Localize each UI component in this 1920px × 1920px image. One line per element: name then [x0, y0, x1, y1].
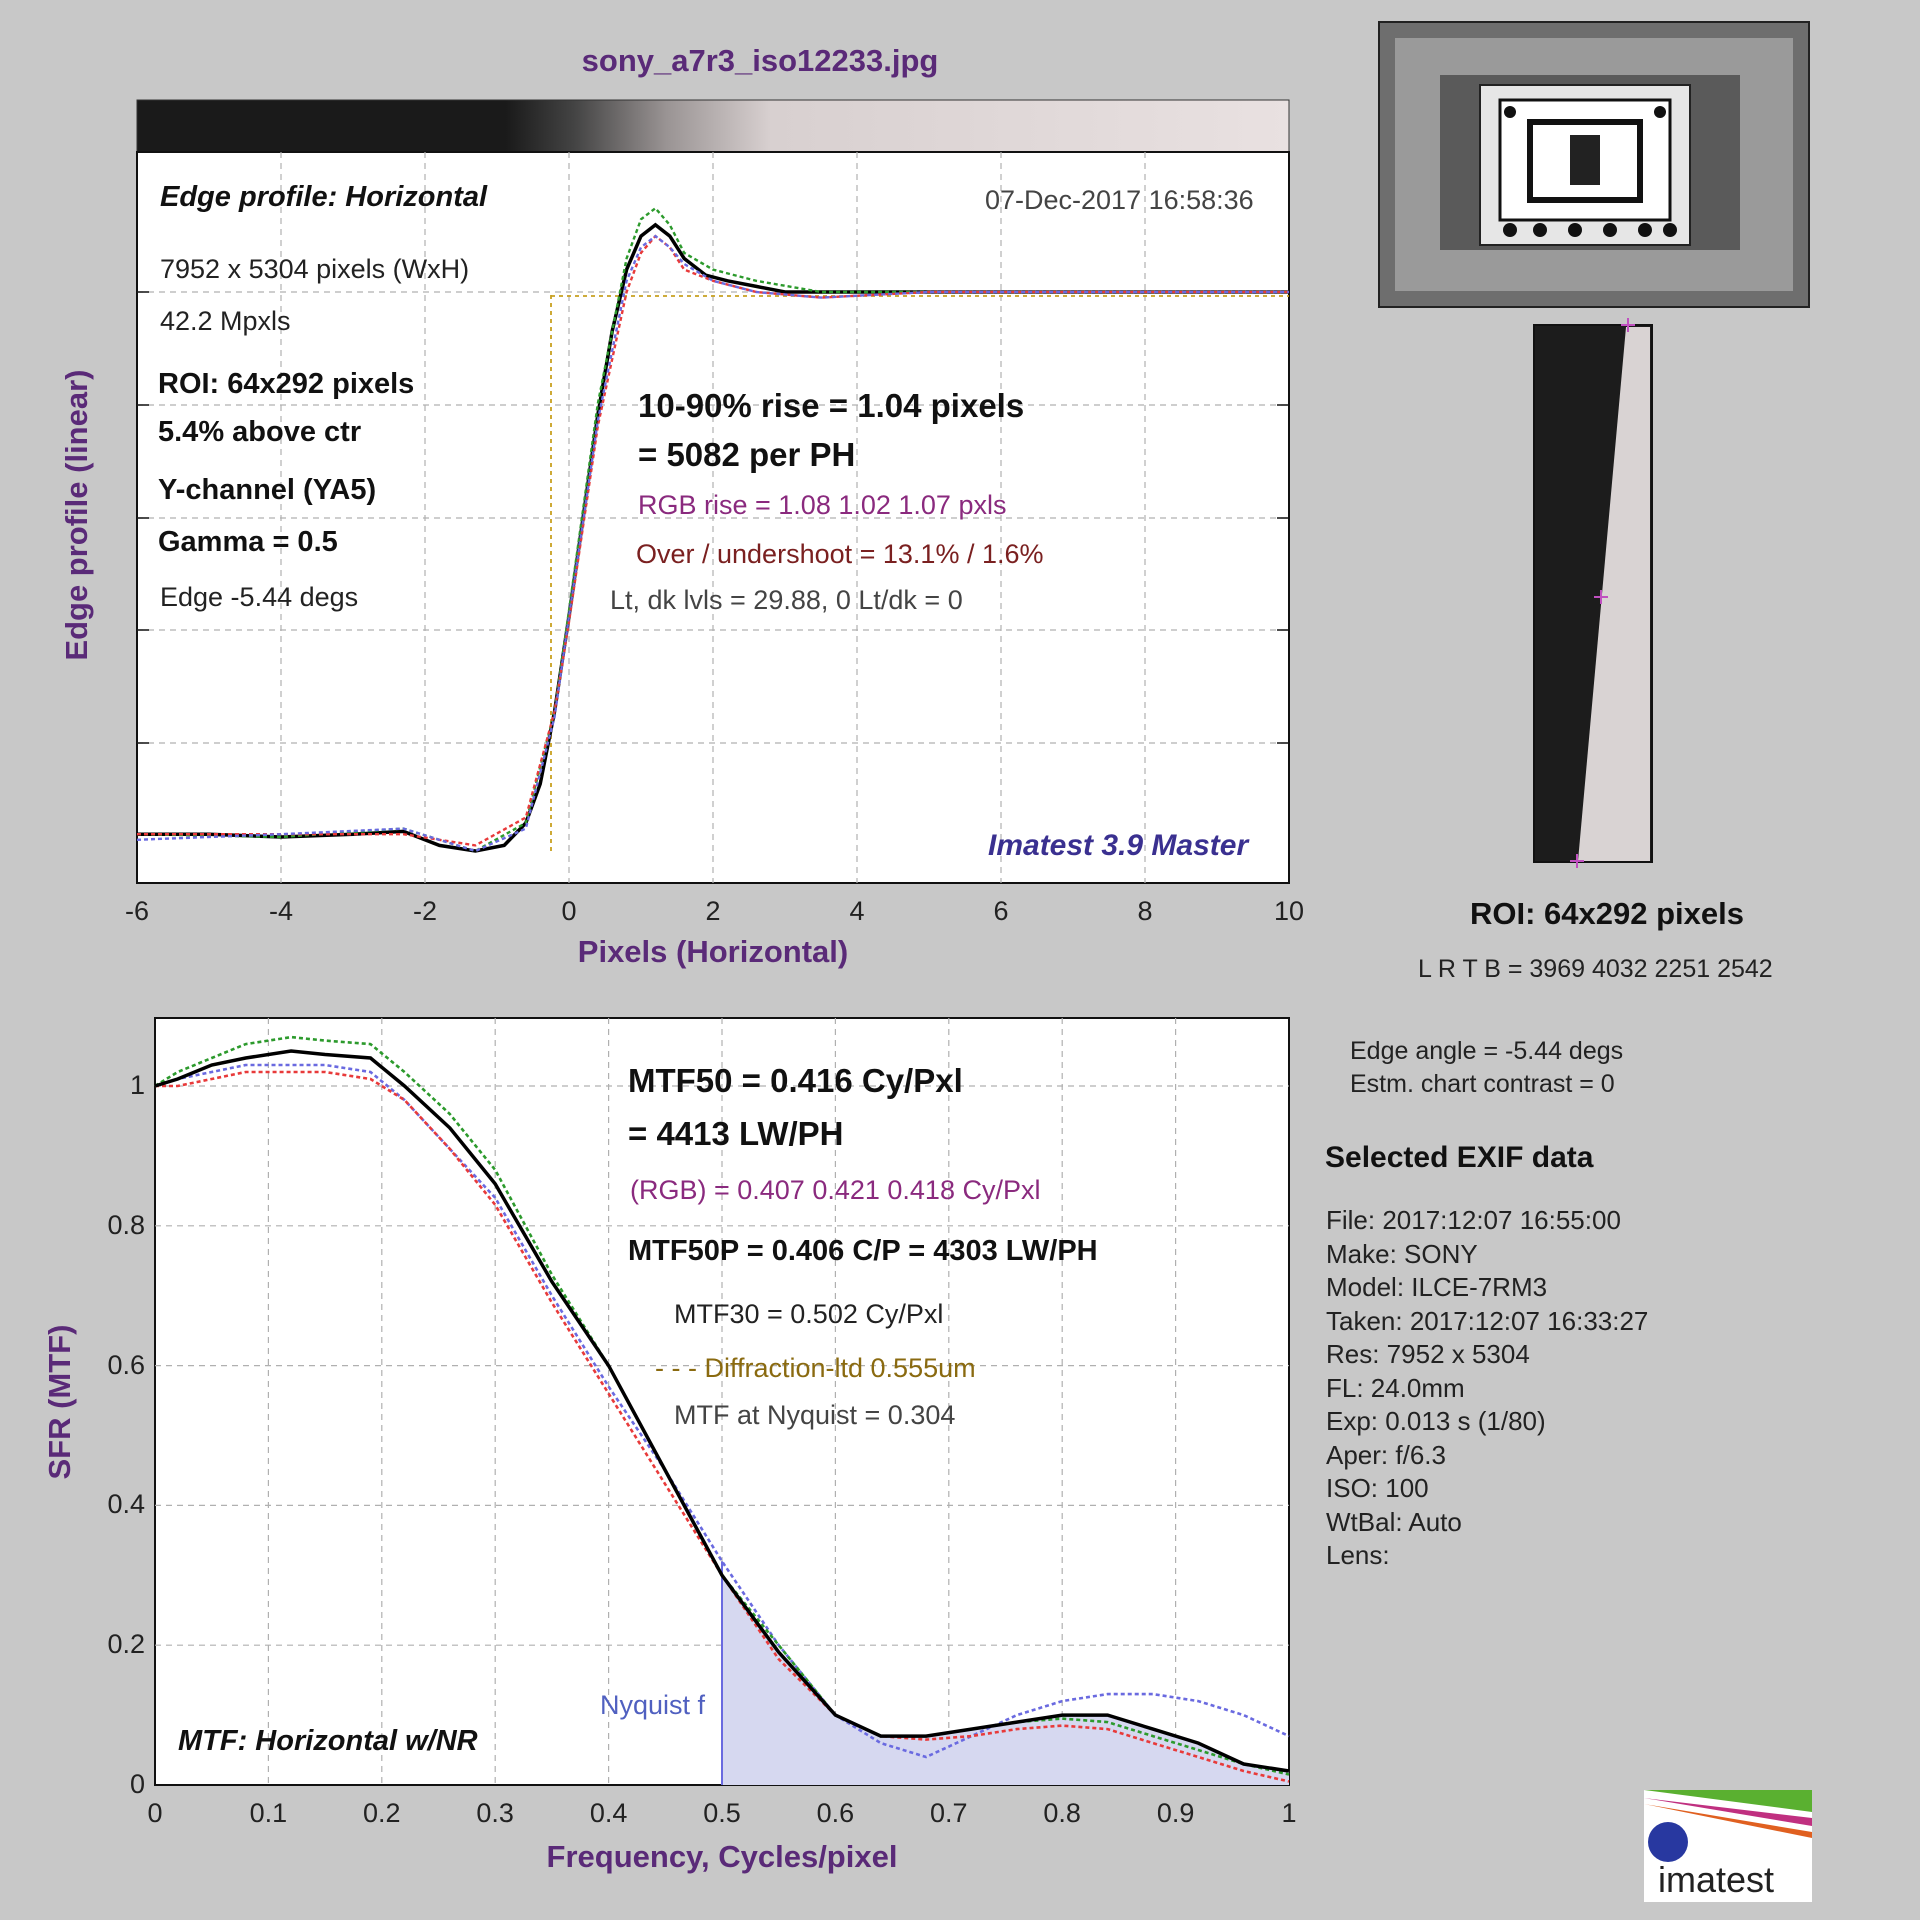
edge-x-tick: -6: [124, 896, 149, 926]
mtf-panel-title: MTF: Horizontal w/NR: [178, 1725, 478, 1757]
levels: Lt, dk lvls = 29.88, 0 Lt/dk = 0: [610, 585, 963, 615]
rise-per-ph: = 5082 per PH: [638, 436, 856, 473]
exif-taken: Taken: 2017:12:07 16:33:27: [1326, 1305, 1649, 1336]
mtf-x-tick: 0.7: [930, 1798, 968, 1828]
gamma: Gamma = 0.5: [158, 526, 338, 558]
mtf-series-channel-3: [154, 1063, 1290, 1759]
mtf50: MTF50 = 0.416 Cy/Pxl: [628, 1062, 963, 1099]
image-dimensions: 7952 x 5304 pixels (WxH): [160, 254, 470, 284]
exif-iso: ISO: 100: [1326, 1473, 1429, 1503]
imatest-watermark: Imatest 3.9 Master: [988, 829, 1249, 862]
mtf-series-luminance: [154, 1049, 1290, 1773]
edge-x-tick: 8: [1137, 896, 1153, 926]
mtf-x-tick: 0.1: [249, 1798, 288, 1828]
edge-x-tick: 6: [993, 896, 1009, 926]
exif-lens: Lens:: [1326, 1540, 1390, 1570]
exif-list: File: 2017:12:07 16:55:00 Make: SONY Mod…: [1326, 1204, 1648, 1573]
mtf-series-channel-2: [155, 1070, 1290, 1783]
mtf-y-tick: 0.2: [107, 1629, 145, 1660]
mtf-y-tick: 1: [129, 1070, 145, 1100]
mtf-x-tick: 1: [1281, 1798, 1297, 1828]
file-title: sony_a7r3_iso12233.jpg: [581, 43, 939, 78]
edge-series-channel-1: [136, 206, 1289, 853]
imatest-logo: [1644, 1790, 1812, 1902]
mtf50p: MTF50P = 0.406 C/P = 4303 LW/PH: [628, 1235, 1098, 1267]
mtf-y-tick: 0.8: [107, 1209, 145, 1240]
edge-series-channel-2: [137, 234, 1289, 847]
mtf-x-tick: 0.6: [816, 1798, 855, 1828]
edge-x-tick: 4: [849, 896, 865, 926]
exif-make: Make: SONY: [1326, 1238, 1478, 1269]
mtf50-lwph: = 4413 LW/PH: [628, 1115, 844, 1152]
mtf-x-tick: 0.3: [476, 1798, 514, 1828]
edge-angle-summary: Edge angle = -5.44 degs: [1350, 1037, 1624, 1065]
rise-result: 10-90% rise = 1.04 pixels: [638, 387, 1025, 424]
exif-aper: Aper: f/6.3: [1326, 1439, 1446, 1470]
exif-file: File: 2017:12:07 16:55:00: [1326, 1205, 1621, 1235]
mtf-series-group: [154, 1035, 1290, 1785]
exif-res: Res: 7952 x 5304: [1326, 1339, 1530, 1369]
mtf-x-tick: 0: [147, 1798, 163, 1828]
gray-ramp: [136, 99, 1290, 153]
edge-x-tick: -2: [412, 896, 437, 926]
edge-x-tick: 2: [705, 896, 721, 926]
logo-text: imatest: [1658, 1859, 1775, 1900]
mtf-y-axis-title: SFR (MTF): [41, 1324, 77, 1480]
chart-contrast: Estm. chart contrast = 0: [1350, 1070, 1615, 1098]
mtf-x-tick: 0.9: [1156, 1798, 1195, 1828]
exif-exp: Exp: 0.013 s (1/80): [1326, 1406, 1546, 1436]
mtf-y-tick: 0: [129, 1769, 145, 1799]
exif-model: Model: ILCE-7RM3: [1326, 1272, 1548, 1302]
mtf50-rgb: (RGB) = 0.407 0.421 0.418 Cy/Pxl: [630, 1175, 1041, 1205]
edge-x-axis-title: Pixels (Horizontal): [577, 934, 849, 969]
channel: Y-channel (YA5): [158, 474, 377, 506]
edge-series-group: [136, 206, 1289, 853]
mtf-x-tick: 0.4: [589, 1798, 628, 1828]
timestamp: 07-Dec-2017 16:58:36: [985, 185, 1254, 215]
roi-label: ROI: 64x292 pixels: [158, 368, 415, 400]
edge-x-tick: 0: [561, 896, 577, 926]
megapixels: 42.2 Mpxls: [160, 306, 291, 336]
above-center: 5.4% above ctr: [158, 416, 362, 448]
exif-wtbal: WtBal: Auto: [1326, 1506, 1462, 1537]
mtf-y-tick: 0.4: [107, 1489, 145, 1520]
roi-lrtb: L R T B = 3969 4032 2251 2542: [1418, 955, 1773, 983]
exif-title: Selected EXIF data: [1325, 1141, 1594, 1174]
roi-title: ROI: 64x292 pixels: [1470, 896, 1744, 931]
rgb-rise: RGB rise = 1.08 1.02 1.07 pxls: [638, 490, 1007, 520]
edge-angle: Edge -5.44 degs: [160, 582, 359, 612]
edge-x-tick: -4: [268, 896, 293, 926]
edge-panel-title: Edge profile: Horizontal: [160, 181, 488, 213]
mtf-at-nyquist: MTF at Nyquist = 0.304: [674, 1400, 956, 1430]
exif-fl: FL: 24.0mm: [1326, 1372, 1465, 1403]
mtf-y-tick: 0.6: [107, 1349, 145, 1380]
overshoot: Over / undershoot = 13.1% / 1.6%: [636, 539, 1044, 569]
diffraction-limit: - - - Diffraction-ltd 0.555um: [655, 1353, 976, 1383]
mtf-x-tick: 0.2: [363, 1798, 401, 1828]
mtf-x-axis-title: Frequency, Cycles/pixel: [546, 1839, 898, 1874]
mtf30: MTF30 = 0.502 Cy/Pxl: [674, 1299, 944, 1329]
edge-x-tick: 10: [1273, 896, 1305, 926]
edge-series-channel-3: [136, 234, 1289, 853]
chart-thumbnail: [1378, 21, 1810, 308]
mtf-x-tick: 0.8: [1043, 1798, 1081, 1828]
nyquist-shade: [722, 1575, 1289, 1785]
roi-image: [1533, 318, 1653, 868]
edge-y-axis-title: Edge profile (linear): [58, 369, 94, 661]
mtf-x-tick: 0.5: [703, 1798, 741, 1828]
nyquist-label: Nyquist f: [600, 1690, 706, 1720]
